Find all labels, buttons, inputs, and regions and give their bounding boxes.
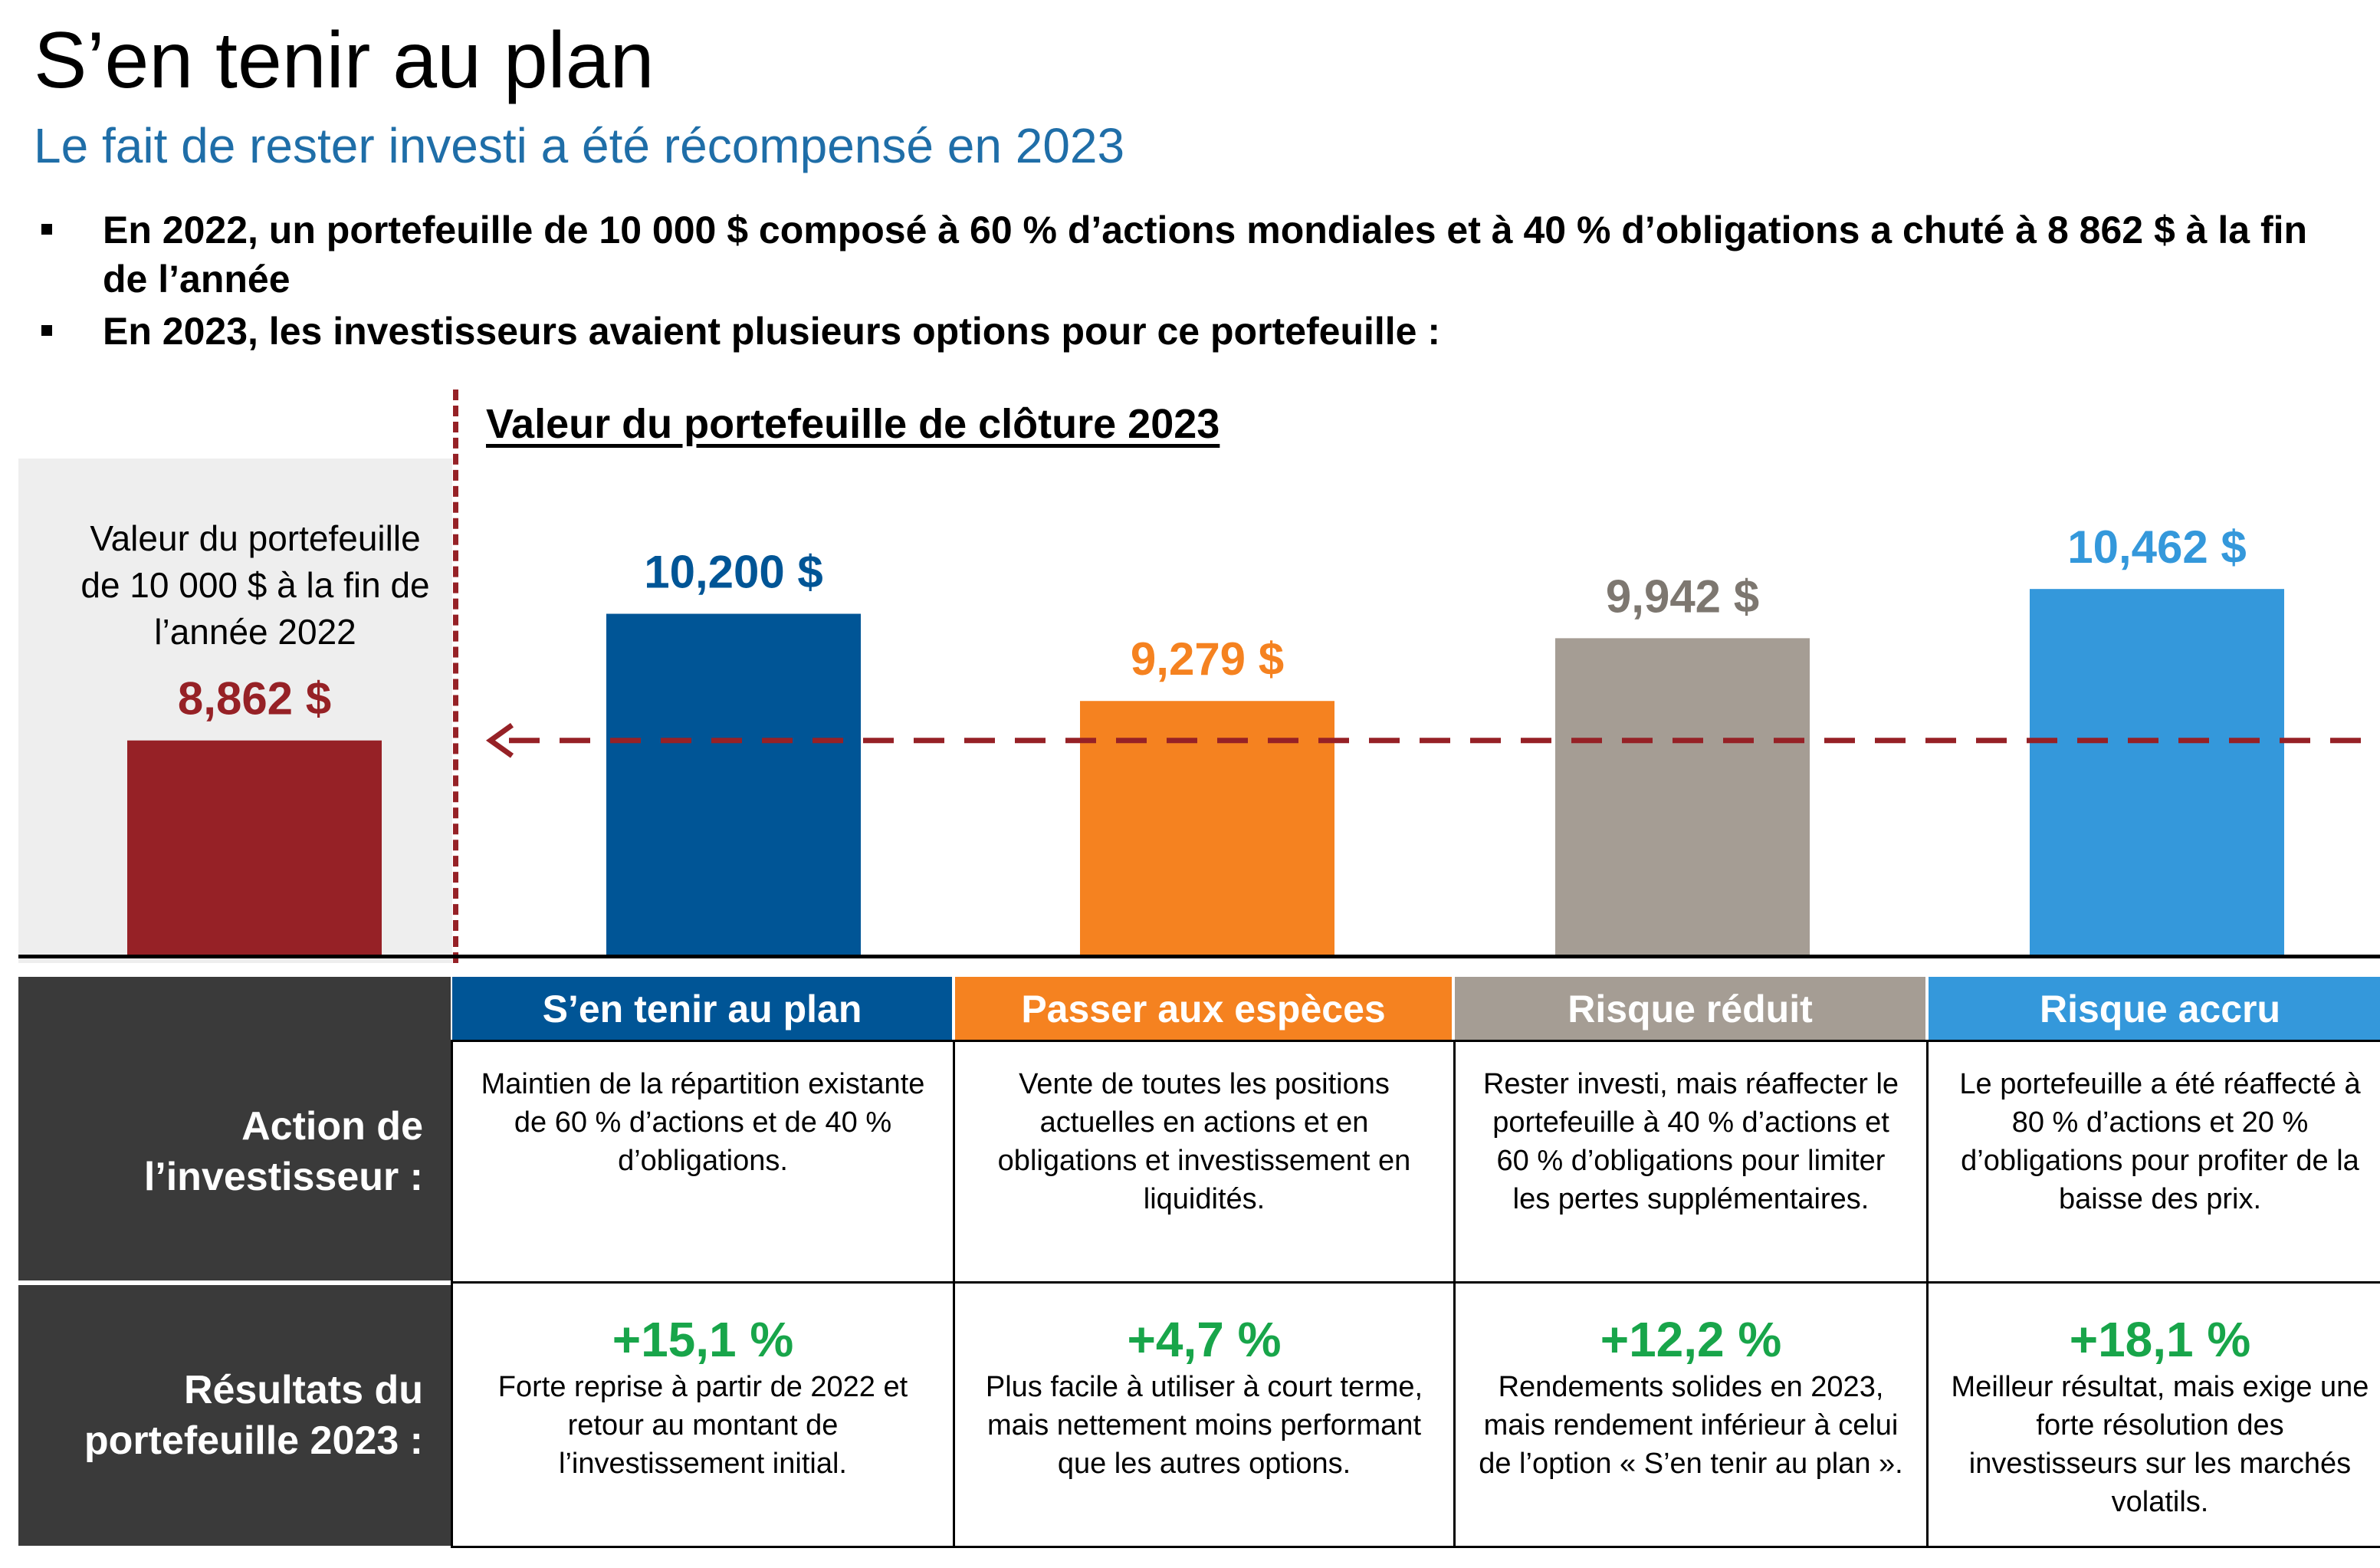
bullet-text: En 2023, les investisseurs avaient plusi… [103, 310, 1441, 353]
result-percent: +15,1 % [612, 1312, 794, 1367]
action-cell: Rester investi, mais réaffecter le porte… [1453, 1040, 1929, 1284]
result-percent: +4,7 % [1127, 1312, 1282, 1367]
result-percent: +18,1 % [2069, 1312, 2251, 1367]
column-header-increased-risk: Risque accru [1929, 977, 2380, 1041]
result-text: Forte reprise à partir de 2022 et retour… [497, 1371, 908, 1480]
action-cell: Le portefeuille a été réaffecté à 80 % d… [1926, 1040, 2380, 1284]
bar-value-label: 9,279 $ [1131, 633, 1284, 685]
bullet-square-icon [41, 224, 52, 235]
result-percent: +12,2 % [1600, 1312, 1782, 1367]
row-separator [18, 1280, 451, 1285]
column-header-cash: Passer aux espèces [955, 977, 1452, 1041]
bullet-square-icon [41, 325, 52, 336]
chart-title: Valeur du portefeuille de clôture 2023 [486, 401, 1220, 447]
result-text: Plus facile à utiliser à court terme, ma… [985, 1371, 1423, 1480]
result-cell: +18,1 % Meilleur résultat, mais exige un… [1926, 1281, 2380, 1548]
page-title: S’en tenir au plan [34, 16, 655, 105]
action-cell: Vente de toutes les positions actuelles … [953, 1040, 1456, 1284]
column-header-label: S’en tenir au plan [542, 988, 862, 1031]
column-header-label: Risque accru [2039, 988, 2280, 1031]
bar-value-label: 8,862 $ [178, 673, 331, 725]
row-header-results: Résultats du portefeuille 2023 : [18, 1285, 451, 1546]
result-cell: +4,7 % Plus facile à utiliser à court te… [953, 1281, 1456, 1548]
result-cell: +15,1 % Forte reprise à partir de 2022 e… [451, 1281, 955, 1548]
options-table: Action de l’investisseur : Résultats du … [18, 977, 2380, 1552]
bar-value-label: 9,942 $ [1606, 570, 1759, 622]
column-header-reduced-risk: Risque réduit [1455, 977, 1925, 1041]
action-cell: Maintien de la répartition existante de … [451, 1040, 955, 1284]
bar [1080, 701, 1334, 955]
row-header-label: Action de l’investisseur : [143, 1104, 423, 1199]
bullet-text: En 2022, un portefeuille de 10 000 $ com… [103, 209, 2308, 301]
result-cell: +12,2 % Rendements solides en 2023, mais… [1453, 1281, 1929, 1548]
bar-value-label: 10,200 $ [644, 547, 823, 598]
bar [606, 613, 861, 955]
bar [1555, 638, 1810, 955]
bar [2030, 589, 2284, 955]
bar [127, 740, 382, 955]
column-header-stay: S’en tenir au plan [452, 977, 952, 1041]
column-header-label: Risque réduit [1568, 988, 1813, 1031]
bar-chart: 8,862 $ 10,200 $ 9,279 $ 9,942 $ 10,462 $ [127, 521, 2361, 955]
divider-line [453, 390, 458, 963]
bar-value-label: 10,462 $ [2067, 521, 2247, 573]
row-header-label: Résultats du portefeuille 2023 : [84, 1368, 423, 1463]
chart-baseline [18, 955, 2380, 958]
row-header-action: Action de l’investisseur : [18, 977, 451, 1280]
column-header-label: Passer aux espèces [1021, 988, 1386, 1031]
result-text: Meilleur résultat, mais exige une forte … [1951, 1371, 2369, 1518]
start-value-caption: Valeur du portefeuille de 10 000 $ à la … [80, 518, 430, 652]
result-text: Rendements solides en 2023, mais rendeme… [1479, 1371, 1903, 1480]
page-subtitle: Le fait de rester investi a été récompen… [34, 118, 1125, 173]
arrow-left-icon [485, 722, 514, 758]
